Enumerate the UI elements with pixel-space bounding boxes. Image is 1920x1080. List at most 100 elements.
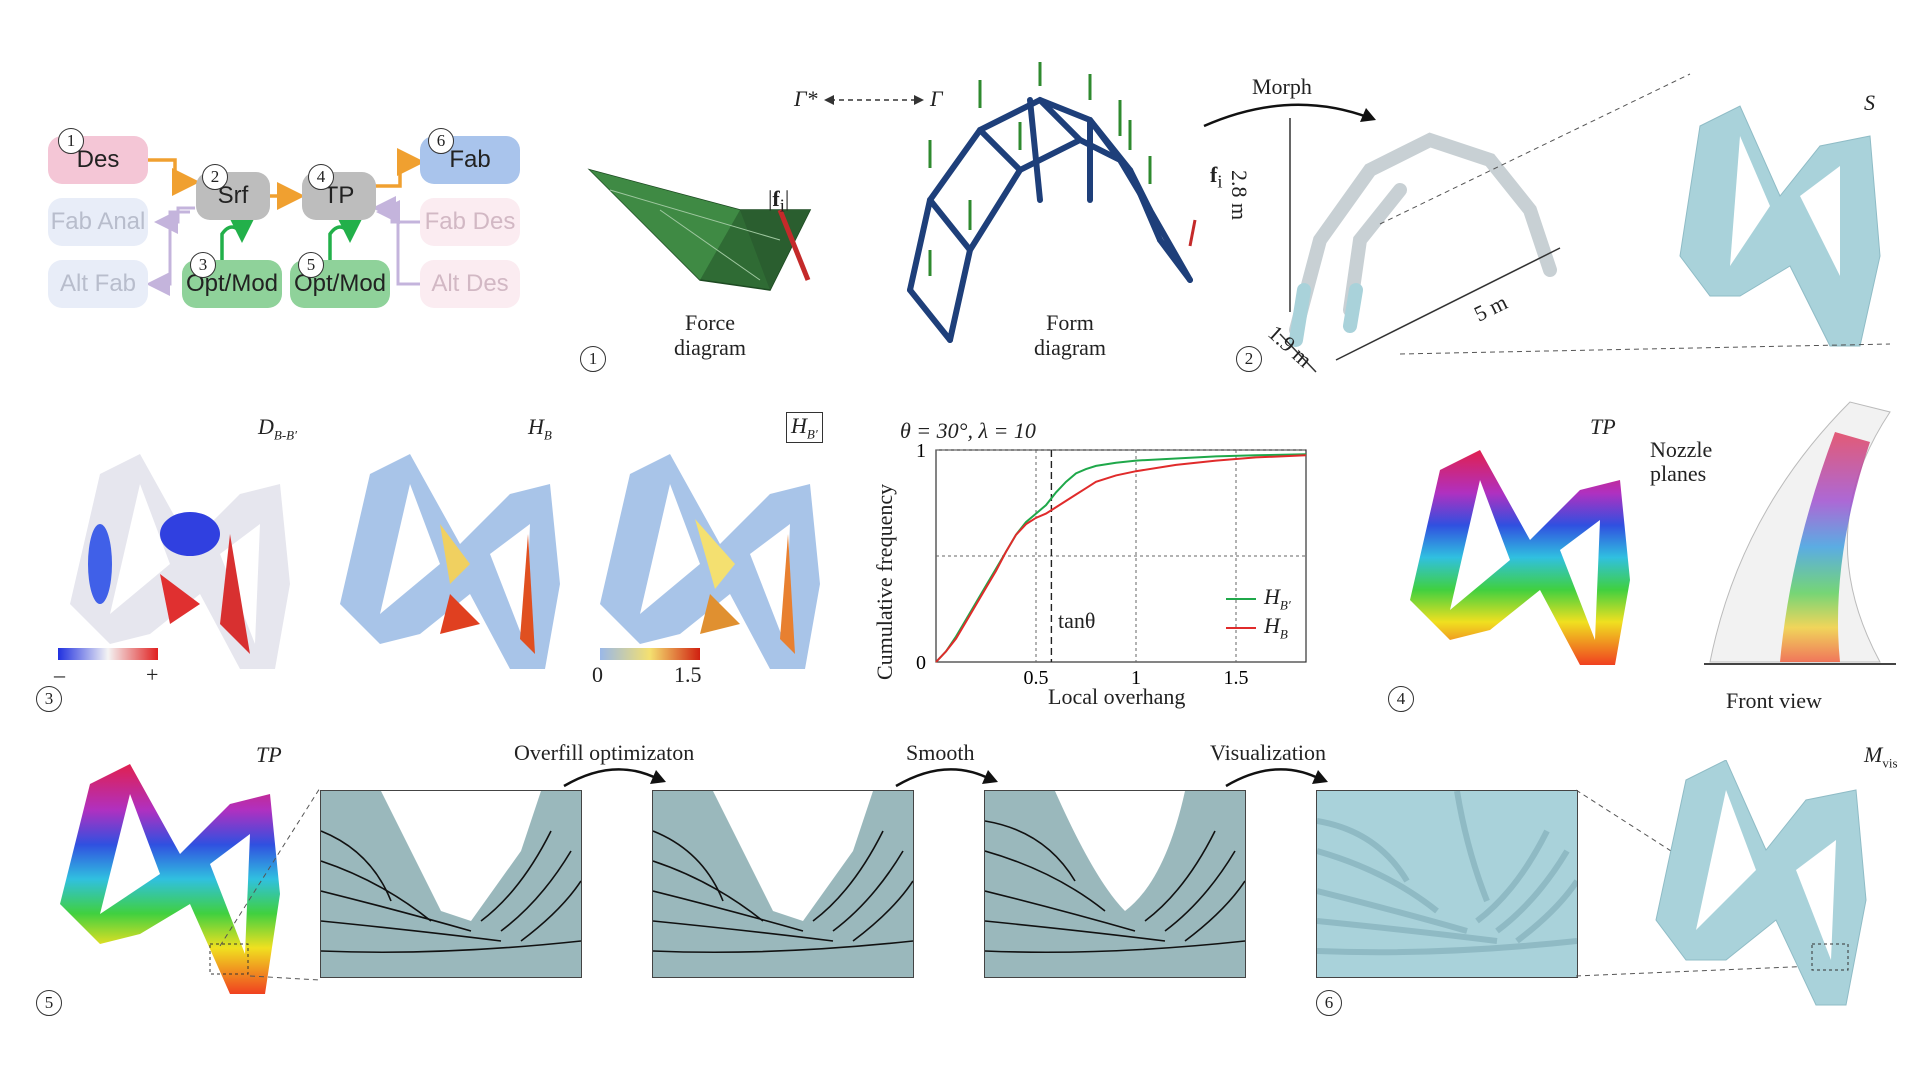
chart-title: θ = 30°, λ = 10	[900, 418, 1036, 443]
panel-smooth-lines	[985, 791, 1245, 954]
gamma-double-arrow	[824, 95, 924, 105]
alt-des-box: Alt Des	[420, 260, 520, 308]
plus-label: +	[146, 662, 159, 687]
morph-label: Morph	[1252, 74, 1312, 99]
gamma-label: Γ	[930, 86, 943, 111]
fab-des-box: Fab Des	[420, 198, 520, 246]
m-sub: vis	[1882, 755, 1898, 771]
zoom-lines-1	[1379, 73, 1891, 355]
hbp-main: H	[791, 413, 807, 438]
d-main: D	[258, 414, 274, 439]
smooth-arrow	[895, 768, 998, 788]
hbp-label: HB′	[786, 412, 823, 444]
flow-num-5: 5	[298, 252, 324, 278]
height-label: 2.8 m	[1227, 170, 1252, 221]
mvis-graphic	[1576, 760, 1867, 1006]
des-box: Des	[48, 136, 148, 184]
legend-hb-text: HB	[1264, 613, 1288, 642]
overfill-arrow	[563, 768, 666, 788]
hbp-sub: B′	[806, 426, 818, 442]
sequential-colorbar	[600, 648, 700, 660]
minus-label: –	[54, 662, 65, 687]
legend-hbp-text: HB′	[1264, 584, 1291, 613]
tp-label-row2: TP	[1590, 414, 1616, 439]
fab-des-label: Fab Des	[424, 208, 516, 235]
x-tick-label: 1.5	[1224, 667, 1249, 689]
gamma-star-label: Γ*	[794, 86, 818, 111]
nozzle-planes-graphic	[1704, 401, 1896, 665]
chart-ylabel: Cumulative frequency	[872, 483, 897, 680]
fab-anal-box: Fab Anal	[48, 198, 148, 246]
fab-anal-label: Fab Anal	[50, 208, 146, 235]
step-3-badge: 3	[36, 686, 62, 712]
des-label: Des	[76, 146, 120, 173]
flow-num-4: 4	[308, 164, 334, 190]
surface-s-graphic	[1679, 105, 1881, 347]
fab-label: Fab	[449, 146, 491, 173]
alt-des-label: Alt Des	[431, 270, 509, 297]
tp-rainbow-graphic-2	[60, 764, 280, 994]
flow-num-6: 6	[428, 128, 454, 154]
x-tick-label: 0.5	[1024, 667, 1049, 689]
legend-hb-main: H	[1264, 613, 1280, 639]
flow-num-3: 3	[190, 252, 216, 278]
hb-map-graphic	[340, 454, 560, 669]
flow-num-2: 2	[202, 164, 228, 190]
form-caption: Form diagram	[1033, 310, 1107, 360]
tp-label-row3: TP	[256, 742, 282, 767]
form-diagram-graphic	[907, 62, 1197, 343]
m-main: M	[1864, 742, 1883, 767]
d-sub: B-B′	[273, 427, 297, 443]
zoom-lines-2	[219, 787, 321, 981]
morph-arch-graphic	[1279, 118, 1561, 373]
alt-fab-box: Alt Fab	[48, 260, 148, 308]
panel-smooth	[984, 790, 1246, 978]
force-i-sub: i	[779, 195, 785, 216]
panel-original-lines	[321, 791, 581, 977]
form-i-sub: i	[1217, 171, 1223, 192]
nozzle-planes-label: Nozzle planes	[1650, 437, 1713, 486]
x-tick-label: 1	[1131, 667, 1141, 689]
visualization-arrow	[1225, 768, 1328, 788]
step-2-badge: 2	[1236, 346, 1262, 372]
y-tick-label: 1	[916, 440, 926, 462]
force-fi-label: |fi|	[768, 186, 790, 216]
step-1-badge: 1	[580, 346, 606, 372]
chart-legend: HB′ HB	[1226, 584, 1291, 643]
step-6-badge: 6	[1316, 990, 1342, 1016]
series-line-1	[935, 454, 1307, 663]
legend-hbp-main: H	[1264, 584, 1280, 609]
step-4-badge: 4	[1388, 686, 1414, 712]
panel-original	[320, 790, 582, 978]
hb-main: H	[528, 414, 544, 439]
form-f-text: f	[1210, 162, 1218, 187]
cumulative-chart: 0.5 1 1.5 0 1	[916, 440, 1307, 689]
d-label: DB-B′	[258, 414, 297, 443]
chart-grid	[935, 449, 1307, 663]
step-5-badge: 5	[36, 990, 62, 1016]
scale-max-label: 1.5	[674, 662, 702, 687]
front-view-label: Front view	[1726, 688, 1822, 713]
legend-item-hb: HB	[1226, 613, 1291, 642]
chart-lines	[935, 453, 1307, 663]
y-tick-label: 0	[916, 652, 926, 674]
flow-arrows	[146, 148, 425, 296]
visualization-label: Visualization	[1210, 740, 1326, 765]
smooth-label: Smooth	[906, 740, 975, 765]
chart-ticks: 0.5 1 1.5 0 1	[916, 440, 1249, 689]
hb-sub: B	[543, 427, 552, 443]
panel-visualization-lines	[1317, 791, 1577, 956]
form-fi-label: fi	[1210, 162, 1222, 192]
legend-swatch-hbp	[1226, 597, 1256, 600]
force-diagram-graphic	[587, 168, 812, 291]
chart-xlabel: Local overhang	[1048, 684, 1186, 709]
scale-min-label: 0	[592, 662, 603, 687]
chart-annotation: tanθ	[1058, 608, 1096, 633]
flow-num-1: 1	[58, 128, 84, 154]
force-f-text: f	[772, 186, 780, 211]
alt-fab-label: Alt Fab	[59, 270, 137, 297]
series-line-0	[935, 453, 1307, 663]
legend-swatch-hb	[1226, 627, 1256, 630]
force-caption: Force diagram	[673, 310, 747, 360]
diverging-colorbar	[58, 648, 158, 660]
